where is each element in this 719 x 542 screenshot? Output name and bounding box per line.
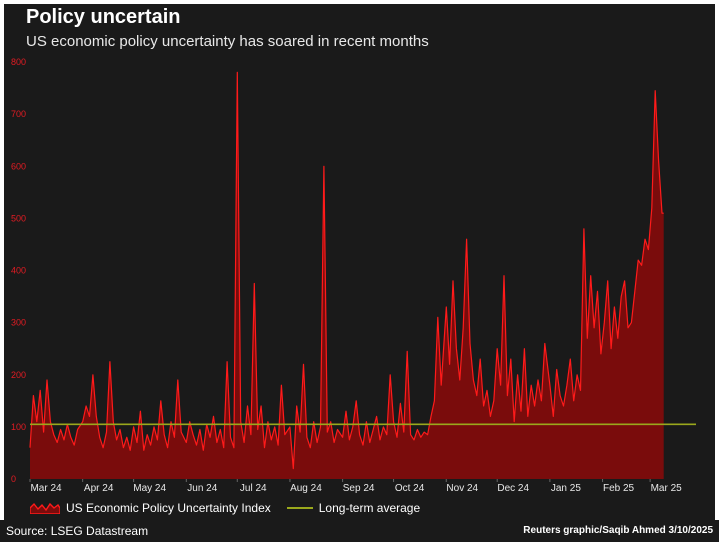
x-tick-label: Jun 24 [187, 483, 217, 494]
x-tick-label: Jan 25 [551, 483, 581, 494]
series-area-uncertainty-index [30, 72, 664, 480]
x-tick-label: Oct 24 [395, 483, 425, 494]
legend-label-average: Long-term average [318, 501, 421, 515]
x-tick-label: Feb 25 [603, 483, 635, 494]
source-note: Source: LSEG Datastream [6, 524, 149, 538]
series-line-uncertainty-index [29, 71, 664, 470]
y-tick-label: 400 [11, 266, 26, 276]
x-tick-label: Dec 24 [497, 483, 529, 494]
y-axis-ticks: 0 100 200 300 400 500 600 700 800 [11, 57, 26, 484]
x-tick-label: May 24 [133, 483, 166, 494]
y-tick-label: 700 [11, 109, 26, 119]
legend-swatch-average [286, 507, 313, 509]
x-tick-label: Aug 24 [290, 483, 322, 494]
y-tick-label: 600 [11, 161, 26, 171]
y-tick-label: 300 [11, 318, 26, 328]
y-tick-label: 200 [11, 370, 26, 380]
legend-swatch-index [30, 502, 60, 514]
x-tick-label: Sep 24 [343, 483, 375, 494]
y-tick-label: 500 [11, 213, 26, 223]
footer: Source: LSEG Datastream Reuters graphic/… [0, 520, 719, 542]
plot-area [29, 71, 696, 480]
chart-subtitle: US economic policy uncertainty has soare… [26, 33, 429, 50]
x-tick-label: Jul 24 [240, 483, 267, 494]
y-tick-label: 100 [11, 422, 26, 432]
legend-label-index: US Economic Policy Uncertainty Index [66, 501, 271, 515]
x-axis-ticks: Mar 24 Apr 24 May 24 Jun 24 Jul 24 Aug 24 Sep … [29, 479, 683, 494]
x-tick-label: Mar 25 [651, 483, 683, 494]
chart-title: Policy uncertain [26, 6, 181, 28]
legend: US Economic Policy Uncertainty Index Lon… [30, 498, 420, 518]
x-tick-label: Nov 24 [446, 483, 478, 494]
x-tick-label: Mar 24 [30, 483, 62, 494]
credit-note: Reuters graphic/Saqib Ahmed 3/10/2025 [523, 525, 713, 536]
x-tick-label: Apr 24 [84, 483, 114, 494]
y-tick-label: 0 [11, 474, 16, 484]
y-tick-label: 800 [11, 57, 26, 67]
